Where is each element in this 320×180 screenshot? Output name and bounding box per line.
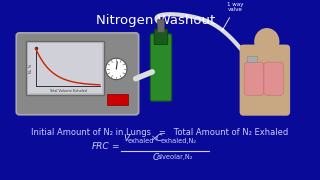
Text: C: C: [156, 134, 162, 143]
FancyBboxPatch shape: [244, 62, 264, 95]
FancyBboxPatch shape: [16, 33, 139, 115]
Text: Nitrogen Washout: Nitrogen Washout: [95, 14, 215, 27]
Text: V: V: [123, 134, 129, 143]
FancyBboxPatch shape: [264, 62, 283, 95]
Bar: [107, 94, 128, 105]
FancyBboxPatch shape: [154, 29, 168, 45]
Text: alveolar,N₂: alveolar,N₂: [157, 154, 194, 160]
Text: N₂ %: N₂ %: [29, 63, 33, 73]
Bar: [260, 53, 272, 65]
Text: exhaled: exhaled: [128, 138, 155, 144]
Circle shape: [106, 58, 127, 80]
Bar: [28, 43, 102, 93]
FancyBboxPatch shape: [150, 34, 172, 101]
Text: Total Volume Exhaled: Total Volume Exhaled: [49, 89, 87, 93]
FancyBboxPatch shape: [240, 45, 290, 116]
Text: =: =: [111, 142, 119, 151]
Text: Initial Amount of N₂ in Lungs   =   Total Amount of N₂ Exhaled: Initial Amount of N₂ in Lungs = Total Am…: [31, 128, 289, 137]
Ellipse shape: [254, 28, 279, 55]
Text: FRC: FRC: [92, 142, 110, 151]
Text: 1 way
valve: 1 way valve: [222, 2, 244, 31]
Bar: [26, 41, 104, 95]
FancyBboxPatch shape: [157, 20, 164, 32]
Text: C: C: [152, 153, 158, 162]
Text: exhaled,N₂: exhaled,N₂: [161, 138, 197, 144]
Text: ×: ×: [150, 134, 158, 143]
Bar: [247, 56, 257, 62]
